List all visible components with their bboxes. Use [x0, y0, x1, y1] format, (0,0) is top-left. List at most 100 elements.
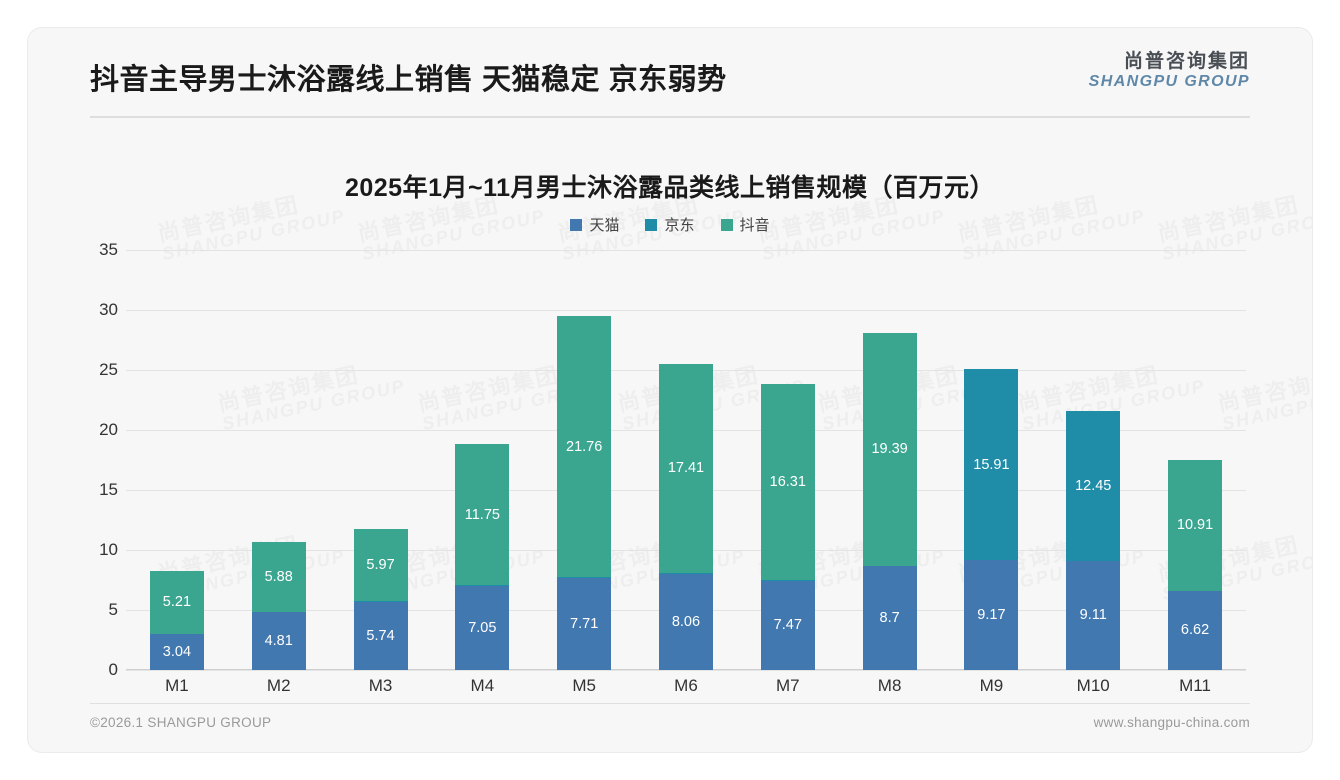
- footer-divider: [90, 703, 1250, 704]
- bar-stack: 4.8105.88: [251, 541, 306, 670]
- bar-value-label: 8.06: [671, 613, 701, 630]
- bar-column-M6[interactable]: 8.060.0317.41: [635, 250, 737, 670]
- bar-segment-天猫[interactable]: 4.81: [251, 612, 306, 670]
- bar-stack: 8.060.0317.41: [658, 364, 713, 670]
- chart-plot-area: 0 5 10 15 20 25 30 35 3.0405.21 4.8105.88 5.740.02…: [99, 240, 1246, 679]
- bar-value-label: 21.76: [566, 438, 603, 455]
- bar-segment-抖音[interactable]: 17.41: [658, 364, 713, 573]
- x-axis-tick-label: M9: [979, 676, 1004, 695]
- bar-segment-抖音[interactable]: 5.97: [353, 529, 408, 601]
- bar-segment-京东[interactable]: 15.91: [964, 369, 1019, 560]
- bar-segment-天猫[interactable]: 5.74: [353, 601, 408, 670]
- bar-segment-抖音[interactable]: 11.75: [455, 444, 510, 586]
- bar-value-label: 6.62: [1180, 622, 1210, 639]
- bar-segment-抖音[interactable]: 5.88: [251, 541, 306, 613]
- x-axis-tick-label: M11: [1179, 676, 1211, 695]
- legend-swatch-icon: [720, 218, 733, 231]
- bar-value-label: 7.47: [773, 617, 802, 634]
- bar-value-label: 5.74: [366, 627, 395, 644]
- bar-stack: 6.62010.91: [1168, 459, 1223, 670]
- bar-stack: 7.710.0221.76: [557, 316, 612, 670]
- x-axis-tick-label: M8: [877, 676, 902, 695]
- bar-segment-天猫[interactable]: 7.05: [455, 585, 510, 670]
- y-axis-tick-label: 5: [108, 600, 118, 619]
- bar-segment-天猫[interactable]: 3.04: [149, 633, 204, 670]
- y-axis-tick-label: 10: [99, 540, 118, 559]
- x-axis-tick-label: M10: [1076, 676, 1110, 695]
- x-axis-tick-label: M4: [470, 676, 495, 695]
- bar-stack: 7.050.0111.75: [455, 444, 510, 670]
- bar-segment-天猫[interactable]: 7.71: [557, 577, 612, 670]
- bar-column-M11[interactable]: 6.62010.91: [1144, 250, 1246, 670]
- footer-copyright: ©2026.1 SHANGPU GROUP: [90, 715, 272, 730]
- bar-value-label: 7.05: [468, 619, 497, 636]
- bar-column-M3[interactable]: 5.740.025.97: [330, 250, 432, 670]
- brand-logo-en: SHANGPU GROUP: [1088, 72, 1250, 90]
- bar-column-M1[interactable]: 3.0405.21: [126, 250, 228, 670]
- chart-title: 2025年1月~11月男士沐浴露品类线上销售规模（百万元）: [344, 174, 996, 202]
- bar-column-M7[interactable]: 7.470.0216.31: [737, 250, 839, 670]
- footer-website: www.shangpu-china.com: [1093, 715, 1250, 730]
- brand-logo: 尚普咨询集团 SHANGPU GROUP: [1088, 51, 1250, 90]
- bar-value-label: 5.88: [264, 569, 293, 585]
- x-axis-tick-label: M3: [368, 676, 393, 695]
- bar-segment-抖音[interactable]: 19.39: [862, 332, 917, 566]
- bar-segment-抖音[interactable]: 5.21: [149, 571, 204, 634]
- y-axis-tick-label: 20: [99, 420, 118, 439]
- bar-value-label: 9.17: [977, 606, 1006, 623]
- legend-swatch-icon: [570, 218, 583, 231]
- bar-segment-抖音[interactable]: 21.76: [557, 316, 612, 578]
- bar-column-M4[interactable]: 7.050.0111.75: [431, 250, 533, 670]
- x-axis-labels: M1 M2 M3 M4 M5 M6 M7 M8 M9 M10 M11: [126, 676, 1246, 696]
- bar-series-container: 3.0405.21 4.8105.88 5.740.025.97 7.050.0111…: [126, 250, 1246, 670]
- bar-value-label: 15.91: [973, 456, 1010, 473]
- x-axis-tick-label: M2: [266, 676, 291, 695]
- legend-swatch-icon: [645, 218, 658, 231]
- bar-value-label: 5.97: [366, 557, 395, 574]
- bar-stack: 8.7019.39: [862, 332, 917, 670]
- bar-segment-天猫[interactable]: 8.7: [862, 565, 917, 670]
- bar-column-M2[interactable]: 4.8105.88: [228, 250, 330, 670]
- bar-value-label: 5.21: [162, 594, 192, 611]
- y-axis-tick-label: 15: [99, 480, 118, 499]
- bar-segment-京东[interactable]: 12.45: [1066, 411, 1121, 561]
- bar-segment-天猫[interactable]: 9.17: [964, 559, 1019, 670]
- bar-value-label: 19.39: [871, 441, 908, 458]
- x-axis-tick-label: M1: [165, 676, 189, 695]
- y-axis-tick-label: 35: [99, 240, 118, 259]
- legend-item-抖音[interactable]: 抖音: [720, 214, 770, 235]
- bar-value-label: 10.91: [1176, 517, 1214, 534]
- bar-column-M9[interactable]: 9.17 15.91: [941, 250, 1043, 670]
- bar-segment-天猫[interactable]: 7.47: [760, 580, 815, 670]
- x-axis-tick-label: M6: [674, 676, 698, 695]
- slide-card: 尚普咨询集团 SHANGPU GROUP 尚普咨询集团 SHANGPU GROUP 尚普…: [28, 28, 1312, 752]
- bar-column-M8[interactable]: 8.7019.39: [839, 250, 941, 670]
- brand-logo-cn: 尚普咨询集团: [1123, 51, 1250, 72]
- bar-segment-抖音[interactable]: 10.91: [1168, 459, 1223, 591]
- gridline: [126, 670, 1246, 671]
- y-axis-tick-label: 0: [108, 660, 118, 679]
- bar-column-M5[interactable]: 7.710.0221.76: [533, 250, 635, 670]
- legend-item-天猫[interactable]: 天猫: [570, 214, 619, 235]
- legend-label: 抖音: [739, 217, 770, 234]
- bar-segment-天猫[interactable]: 9.11: [1066, 560, 1121, 670]
- bar-value-label: 8.7: [879, 609, 900, 626]
- bar-stack: 5.740.025.97: [353, 529, 408, 670]
- bar-segment-抖音[interactable]: 16.31: [760, 384, 815, 581]
- bar-stack: 7.470.0216.31: [760, 384, 815, 670]
- bar-value-label: 7.71: [570, 615, 599, 632]
- gridline: [126, 250, 1246, 251]
- bar-value-label: 16.31: [769, 474, 806, 491]
- bar-segment-天猫[interactable]: 8.06: [658, 573, 713, 670]
- bar-stack: 3.0405.21: [149, 571, 204, 670]
- bar-value-label: 4.81: [264, 633, 293, 650]
- bar-column-M10[interactable]: 9.11 12.45: [1042, 250, 1144, 670]
- x-axis-tick-label: M7: [775, 676, 800, 695]
- bar-segment-天猫[interactable]: 6.62: [1168, 590, 1223, 670]
- bar-value-label: 11.75: [464, 506, 500, 523]
- header-divider: [90, 116, 1250, 118]
- legend-item-京东[interactable]: 京东: [645, 214, 695, 235]
- bar-value-label: 3.04: [162, 643, 192, 660]
- bar-value-label: 9.11: [1079, 607, 1107, 624]
